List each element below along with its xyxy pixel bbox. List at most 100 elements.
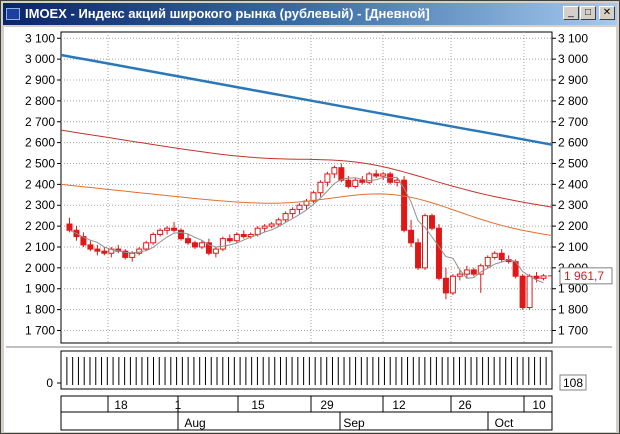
candle-body — [233, 233, 240, 242]
candle-body — [282, 213, 289, 221]
app-icon — [6, 8, 20, 20]
title-bar[interactable]: IMOEX - Индекс акций широкого рынка (руб… — [3, 3, 617, 25]
candle-body — [226, 238, 233, 242]
price-plot-frame — [60, 31, 553, 344]
candle-body — [219, 238, 226, 250]
candle-body — [526, 275, 533, 309]
x-day-label: 12 — [392, 398, 406, 412]
candle-body — [352, 179, 359, 187]
candle-body — [533, 275, 540, 279]
candle-body — [463, 269, 470, 275]
candle-body — [470, 269, 477, 275]
candle-body — [366, 173, 373, 183]
maximize-button[interactable]: □ — [580, 6, 596, 20]
x-day-label: 1 — [175, 398, 182, 412]
y-tick-label-right: 2 500 — [558, 156, 588, 170]
y-tick-label-left: 1 700 — [25, 323, 55, 337]
x-month-label: Oct — [495, 416, 514, 430]
y-tick-label-right: 1 900 — [558, 282, 588, 296]
candle-body — [477, 265, 484, 275]
y-tick-label-left: 2 800 — [25, 94, 55, 108]
candle-body — [519, 275, 526, 309]
candle-body — [456, 273, 463, 277]
volume-tick-label: 0 — [46, 376, 53, 390]
y-tick-label-right: 2 800 — [558, 94, 588, 108]
candle-body — [205, 242, 212, 254]
ma-line-gray — [69, 176, 544, 284]
close-button[interactable]: ✕ — [599, 6, 615, 20]
candle-body — [373, 173, 380, 177]
candle-body — [198, 242, 205, 248]
y-tick-label-left: 1 800 — [25, 303, 55, 317]
ma-line-blue — [60, 53, 553, 146]
candle-body — [101, 250, 108, 254]
x-day-label: 10 — [532, 398, 546, 412]
x-day-label: 15 — [251, 398, 265, 412]
y-tick-label-left: 2 400 — [25, 177, 55, 191]
candle-body — [275, 219, 282, 225]
candle-body — [401, 179, 408, 231]
y-tick-label-left: 2 200 — [25, 219, 55, 233]
candle-body — [289, 208, 296, 215]
candle-body — [435, 227, 442, 279]
candle-body — [157, 229, 164, 235]
candle-body — [484, 256, 491, 267]
y-tick-label-left: 2 700 — [25, 115, 55, 129]
y-tick-label-left: 3 000 — [25, 52, 55, 66]
y-tick-label-right: 2 900 — [558, 73, 588, 87]
candle-body — [422, 215, 429, 269]
candle-body — [66, 223, 73, 231]
candle-body — [122, 250, 129, 258]
y-tick-label-left: 1 900 — [25, 282, 55, 296]
y-tick-label-left: 2 900 — [25, 73, 55, 87]
candle-body — [408, 229, 415, 244]
x-month-label: Sep — [343, 416, 365, 430]
candle-body — [261, 225, 268, 229]
candle-body — [254, 227, 261, 235]
candle-body — [212, 248, 219, 254]
y-tick-label-left: 2 600 — [25, 136, 55, 150]
y-tick-label-right: 1 700 — [558, 323, 588, 337]
candle-body — [310, 192, 317, 202]
ma-line-orange — [60, 183, 553, 236]
candle-body — [80, 236, 87, 246]
candle-body — [317, 181, 324, 194]
candle-body — [143, 242, 150, 250]
y-tick-label-left: 2 100 — [25, 240, 55, 254]
x-month-label: Aug — [184, 416, 205, 430]
candle-body — [331, 167, 338, 175]
x-day-label: 18 — [114, 398, 128, 412]
ma-line-red — [60, 129, 553, 208]
y-tick-label-right: 1 800 — [558, 303, 588, 317]
last-value-box — [559, 267, 613, 285]
candle-body — [94, 248, 101, 252]
candle-body — [324, 173, 331, 183]
candle-body — [191, 242, 198, 248]
y-tick-label-right: 3 100 — [558, 31, 588, 45]
volume-value-box — [559, 374, 587, 391]
y-tick-label-right: 2 600 — [558, 136, 588, 150]
minimize-button[interactable]: _ — [563, 6, 579, 20]
x-day-label: 26 — [458, 398, 472, 412]
x-day-label: 29 — [320, 398, 334, 412]
y-tick-label-right: 2 100 — [558, 240, 588, 254]
candle-body — [171, 227, 178, 231]
candle-body — [498, 252, 505, 261]
y-tick-label-left: 2 500 — [25, 156, 55, 170]
candle-body — [338, 167, 345, 181]
candle-body — [87, 244, 94, 250]
y-tick-label-right: 2 700 — [558, 115, 588, 129]
candle-body — [129, 252, 136, 258]
last-value-label: 1 961,7 — [564, 269, 604, 283]
window-title: IMOEX - Индекс акций широкого рынка (руб… — [25, 6, 430, 21]
date-axis-frame — [60, 395, 553, 431]
candle-body — [449, 275, 456, 294]
candle-body — [345, 179, 352, 187]
y-tick-label-right: 3 000 — [558, 52, 588, 66]
y-tick-label-left: 2 300 — [25, 198, 55, 212]
candle-body — [540, 275, 547, 279]
candle-body — [296, 204, 303, 210]
